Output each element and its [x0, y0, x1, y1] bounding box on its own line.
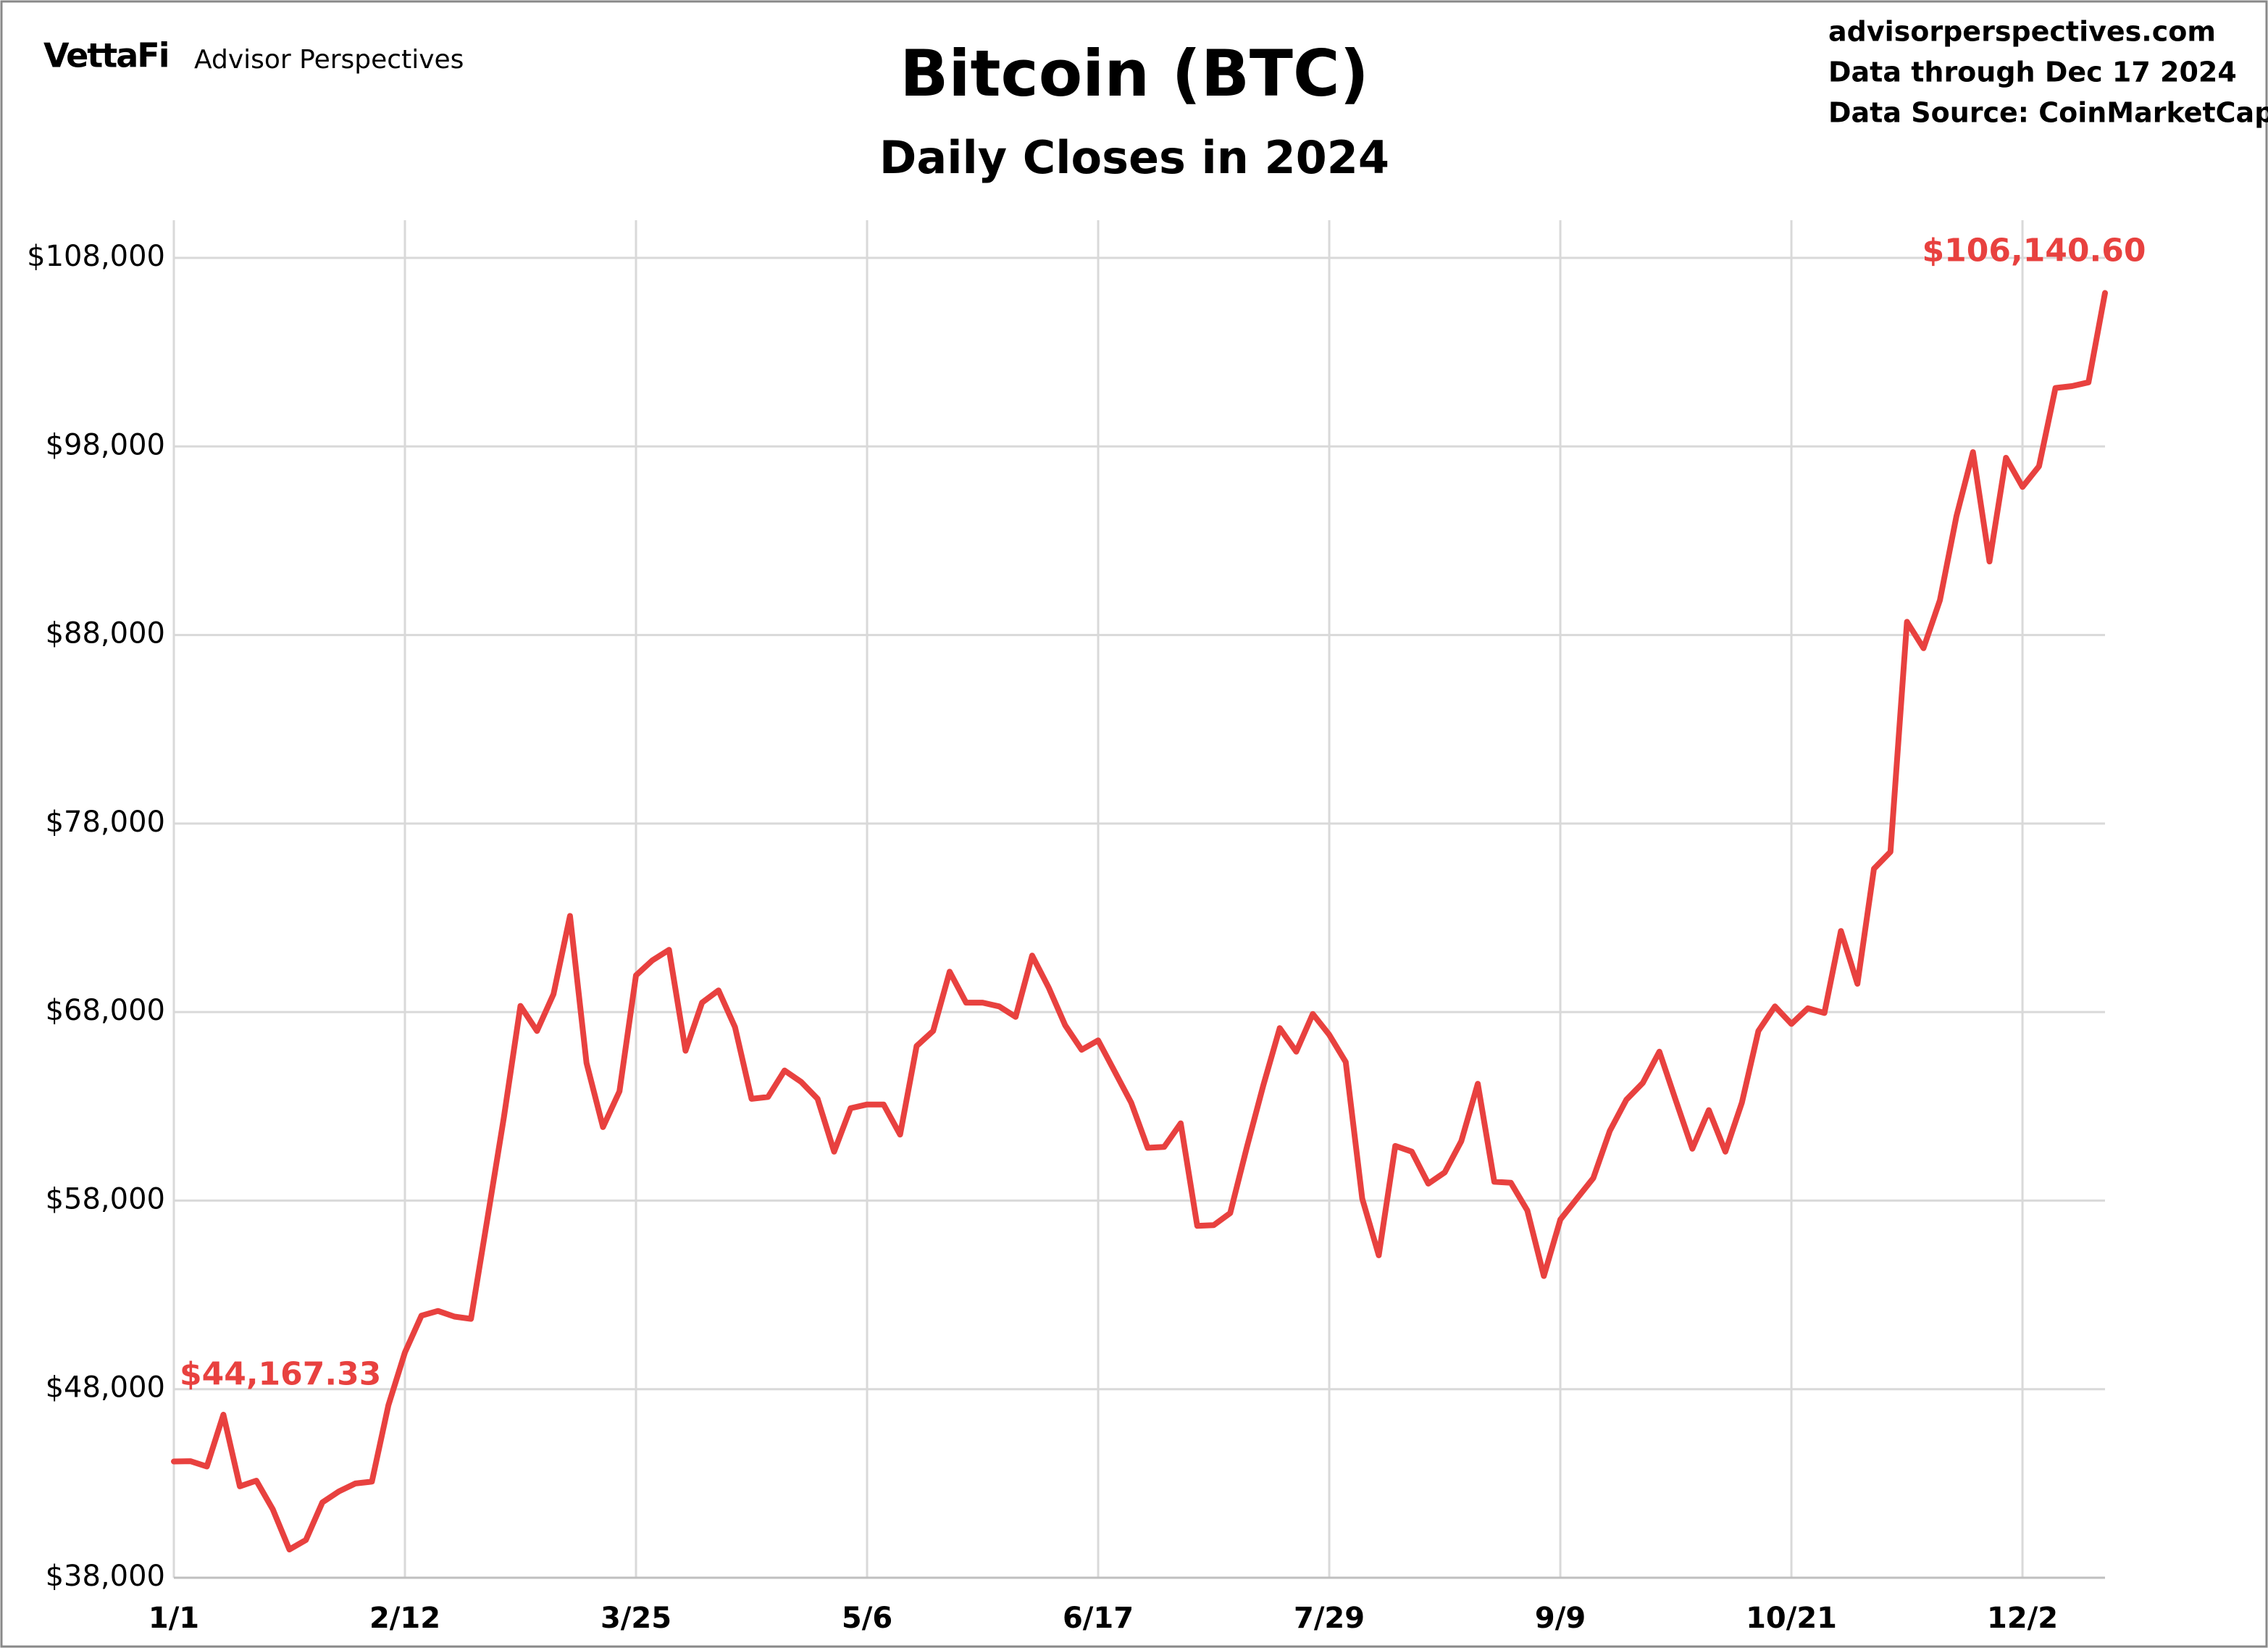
y-tick-label: $78,000: [46, 806, 165, 839]
logo: VettaFi: [43, 36, 169, 75]
x-tick-label: 5/6: [842, 1602, 892, 1635]
y-tick-label: $108,000: [27, 240, 165, 273]
x-tick-label: 9/9: [1535, 1602, 1586, 1635]
y-tick-label: $38,000: [46, 1560, 165, 1593]
x-tick-label: 3/25: [601, 1602, 671, 1635]
x-tick-label: 1/1: [148, 1602, 199, 1635]
y-tick-label: $68,000: [46, 994, 165, 1027]
price-line: [171, 290, 2108, 1552]
x-tick-label: 7/29: [1294, 1602, 1365, 1635]
x-tick-label: 12/2: [1987, 1602, 2058, 1635]
source-line: Data through Dec 17 2024: [1828, 57, 2237, 88]
x-tick-label: 10/21: [1746, 1602, 1837, 1635]
source-line: Data Source: CoinMarketCap: [1828, 97, 2268, 129]
y-tick-label: $48,000: [46, 1371, 165, 1405]
x-tick-label: 6/17: [1063, 1602, 1134, 1635]
value-label: $106,140.60: [1922, 232, 2146, 269]
y-tick-label: $58,000: [46, 1182, 165, 1216]
value-label: $44,167.33: [180, 1355, 381, 1392]
x-tick-label: 2/12: [369, 1602, 440, 1635]
y-tick-label: $98,000: [46, 428, 165, 461]
chart-subtitle: Daily Closes in 2024: [879, 131, 1389, 184]
y-tick-label: $88,000: [46, 617, 165, 651]
source-line: advisorperspectives.com: [1828, 16, 2216, 48]
brand: Advisor Perspectives: [194, 45, 464, 75]
chart-title: Bitcoin (BTC): [900, 36, 1369, 111]
